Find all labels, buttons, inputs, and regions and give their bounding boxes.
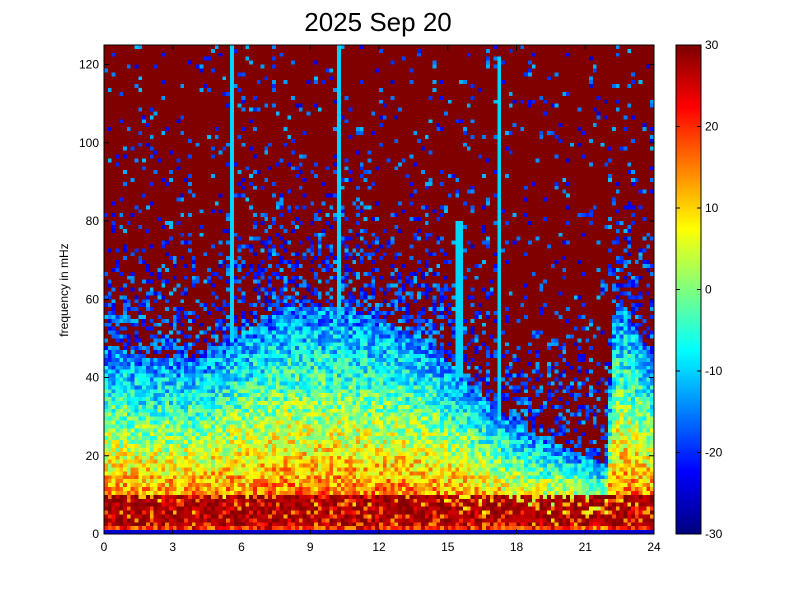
y-tick-label: 80	[86, 214, 100, 228]
x-axis-ticks: 0 3 6 9 12 15 18 21 24	[101, 45, 661, 554]
y-tick-label: 20	[86, 449, 100, 463]
x-tick-label: 9	[307, 540, 314, 554]
colorbar-tick-label: 0	[705, 283, 712, 297]
y-tick-label: 0	[92, 527, 99, 541]
x-tick-label: 6	[238, 540, 245, 554]
x-tick-label: 24	[647, 540, 661, 554]
colorbar-tick-label: -20	[705, 446, 723, 460]
colorbar-tick-label: -30	[705, 527, 723, 541]
x-tick-label: 12	[372, 540, 386, 554]
y-tick-label: 60	[86, 292, 100, 306]
x-tick-label: 3	[169, 540, 176, 554]
chart-title: 2025 Sep 20	[304, 7, 451, 37]
y-tick-label: 40	[86, 371, 100, 385]
y-tick-label: 120	[79, 58, 99, 72]
colorbar: -30 -20 -10 0 10 20 30	[675, 38, 723, 541]
colorbar-tick-label: -10	[705, 364, 723, 378]
colorbar-ticks: -30 -20 -10 0 10 20 30	[676, 38, 723, 541]
y-axis-label: frequency in mHz	[57, 243, 71, 336]
x-tick-label: 18	[510, 540, 524, 554]
plot-area	[103, 44, 655, 535]
x-tick-label: 15	[441, 540, 455, 554]
colorbar-gradient	[676, 45, 701, 534]
y-axis-ticks: 0 20 40 60 80 100 120	[79, 58, 654, 541]
colorbar-tick-label: 30	[705, 38, 719, 52]
x-tick-label: 21	[579, 540, 593, 554]
colorbar-tick-label: 20	[705, 120, 719, 134]
x-tick-label: 0	[101, 540, 108, 554]
spectrogram-heatmap	[104, 45, 654, 534]
colorbar-tick-label: 10	[705, 201, 719, 215]
y-tick-label: 100	[79, 136, 99, 150]
